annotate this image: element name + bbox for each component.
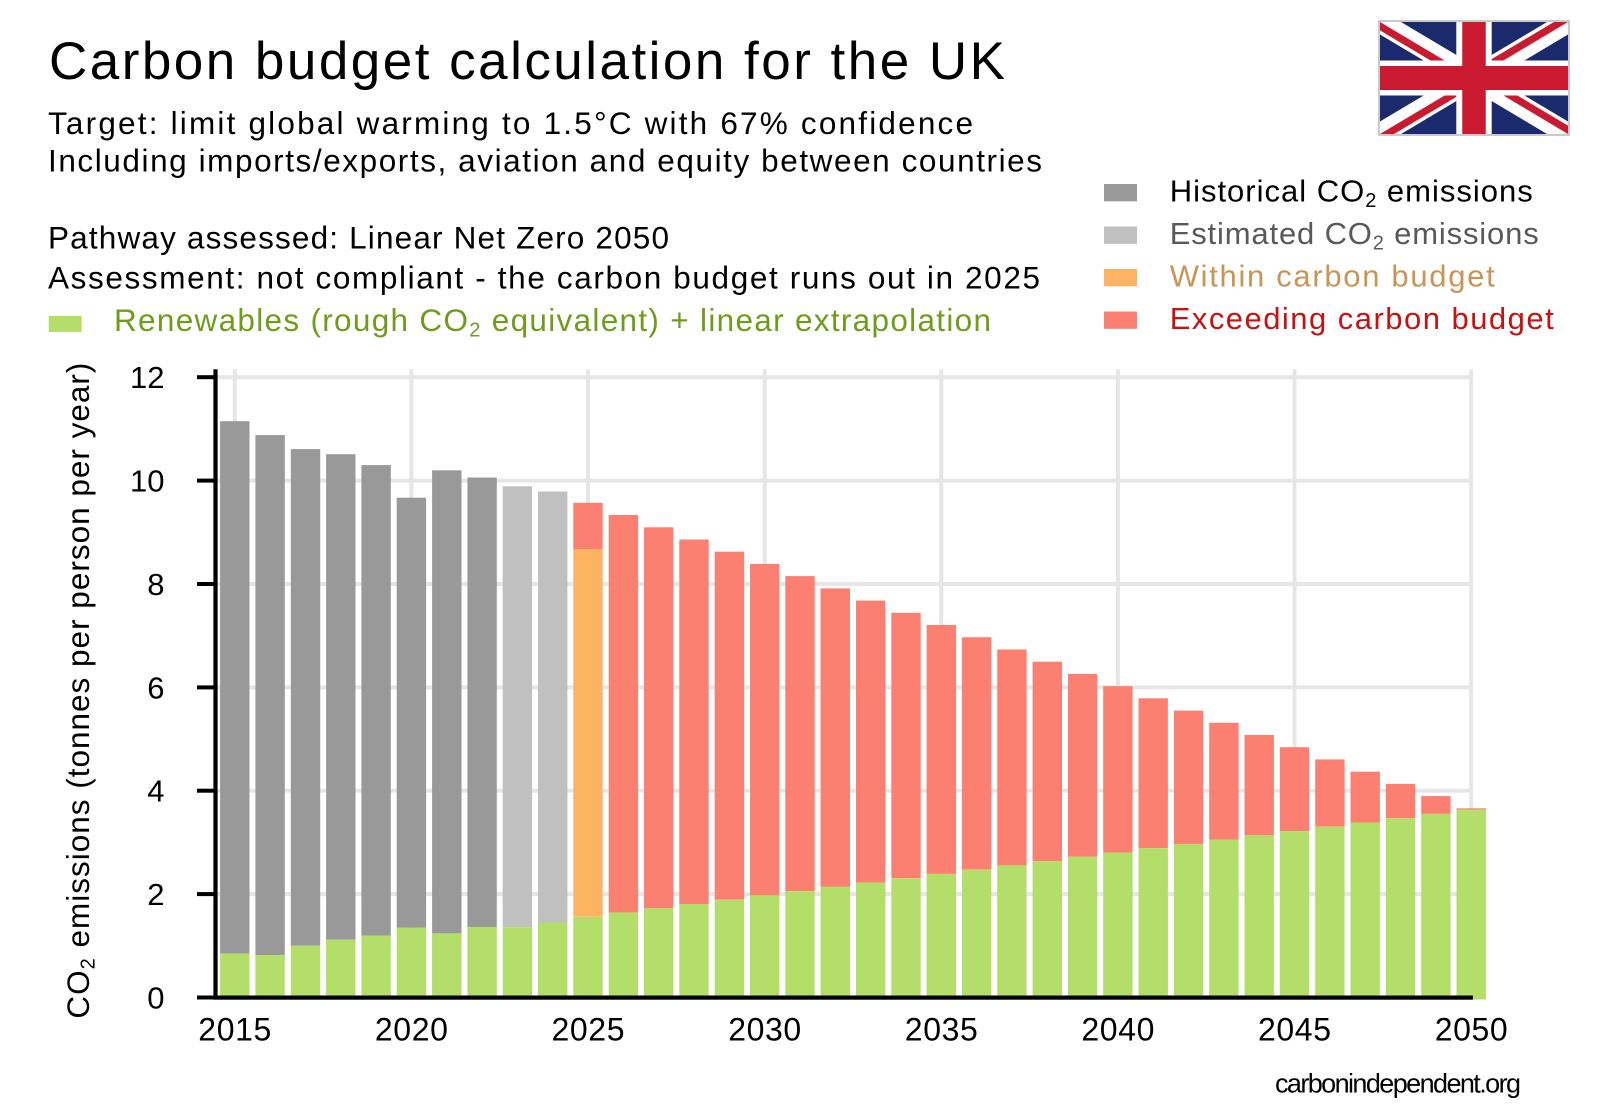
- svg-text:2040: 2040: [1081, 1011, 1154, 1047]
- svg-text:CO2 emissions (tonnes per pers: CO2 emissions (tonnes per person per yea…: [60, 363, 100, 1019]
- svg-text:2020: 2020: [375, 1011, 448, 1047]
- svg-text:12: 12: [130, 360, 164, 395]
- svg-text:Exceeding carbon budget: Exceeding carbon budget: [1170, 301, 1554, 336]
- svg-text:2025: 2025: [552, 1011, 625, 1047]
- svg-text:Estimated CO2 emissions: Estimated CO2 emissions: [1170, 216, 1539, 255]
- svg-text:Including imports/exports, avi: Including imports/exports, aviation and …: [48, 143, 1042, 179]
- svg-text:2035: 2035: [905, 1011, 978, 1047]
- svg-text:2050: 2050: [1435, 1011, 1508, 1047]
- svg-text:Within carbon budget: Within carbon budget: [1170, 258, 1495, 293]
- svg-text:4: 4: [147, 774, 164, 809]
- svg-text:Carbon budget calculation for: Carbon budget calculation for the UK: [49, 32, 1005, 91]
- svg-text:2: 2: [147, 877, 164, 912]
- svg-text:10: 10: [130, 464, 164, 499]
- svg-text:Renewables (rough CO2 equivale: Renewables (rough CO2 equivalent) + line…: [114, 302, 991, 342]
- svg-text:2030: 2030: [728, 1011, 801, 1047]
- svg-text:Pathway assessed: Linear Net Z: Pathway assessed: Linear Net Zero 2050: [48, 220, 669, 256]
- svg-text:Historical CO2 emissions: Historical CO2 emissions: [1170, 173, 1533, 212]
- svg-text:Target: limit global warming t: Target: limit global warming to 1.5°C wi…: [48, 105, 973, 141]
- svg-text:2045: 2045: [1258, 1011, 1331, 1047]
- svg-text:8: 8: [147, 567, 164, 602]
- svg-text:6: 6: [147, 670, 164, 705]
- svg-text:0: 0: [147, 981, 164, 1016]
- svg-text:Assessment: not compliant - th: Assessment: not compliant - the carbon b…: [48, 260, 1040, 296]
- svg-text:2015: 2015: [198, 1011, 271, 1047]
- svg-text:carbonindependent.org: carbonindependent.org: [1275, 1069, 1521, 1099]
